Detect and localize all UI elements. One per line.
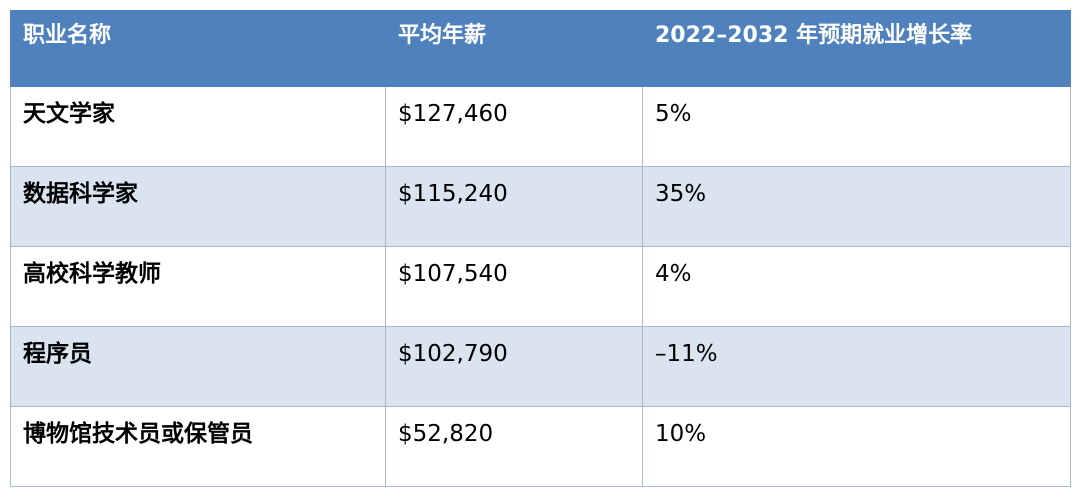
salary-cell: $115,240: [385, 166, 643, 247]
occupation-cell: 天文学家: [10, 86, 386, 167]
table-row: 程序员 $102,790 –11%: [10, 326, 1071, 407]
table-row: 博物馆技术员或保管员 $52,820 10%: [10, 406, 1071, 487]
table-row: 数据科学家 $115,240 35%: [10, 166, 1071, 247]
header-row: 职业名称 平均年薪 2022–2032 年预期就业增长率: [10, 10, 1071, 87]
growth-cell: 10%: [642, 406, 1071, 487]
table-row: 天文学家 $127,460 5%: [10, 86, 1071, 167]
salary-cell: $102,790: [385, 326, 643, 407]
growth-cell: 35%: [642, 166, 1071, 247]
table-body: 天文学家 $127,460 5% 数据科学家 $115,240 35% 高校科学…: [10, 86, 1071, 487]
salary-cell: $52,820: [385, 406, 643, 487]
occupation-table: 职业名称 平均年薪 2022–2032 年预期就业增长率 天文学家 $127,4…: [10, 10, 1071, 487]
header-growth-rate: 2022–2032 年预期就业增长率: [642, 10, 1071, 87]
growth-cell: 5%: [642, 86, 1071, 167]
growth-cell: –11%: [642, 326, 1071, 407]
table-header: 职业名称 平均年薪 2022–2032 年预期就业增长率: [10, 10, 1071, 87]
header-average-salary: 平均年薪: [385, 10, 643, 87]
occupation-table-container: 职业名称 平均年薪 2022–2032 年预期就业增长率 天文学家 $127,4…: [10, 10, 1071, 487]
salary-cell: $127,460: [385, 86, 643, 167]
salary-cell: $107,540: [385, 246, 643, 327]
header-occupation: 职业名称: [10, 10, 386, 87]
growth-cell: 4%: [642, 246, 1071, 327]
occupation-cell: 程序员: [10, 326, 386, 407]
occupation-cell: 博物馆技术员或保管员: [10, 406, 386, 487]
occupation-cell: 高校科学教师: [10, 246, 386, 327]
occupation-cell: 数据科学家: [10, 166, 386, 247]
table-row: 高校科学教师 $107,540 4%: [10, 246, 1071, 327]
